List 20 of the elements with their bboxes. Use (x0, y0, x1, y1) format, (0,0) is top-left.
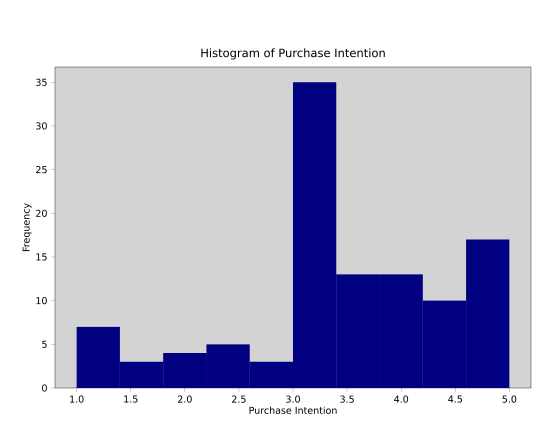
x-tick-label: 1.5 (124, 396, 138, 403)
y-tick-label: 15 (36, 253, 47, 261)
x-tick-label: 2.5 (232, 396, 246, 403)
x-tick-label: 3.5 (340, 396, 354, 403)
y-tick-label: 25 (36, 166, 47, 174)
x-tick-label: 5.0 (502, 396, 516, 403)
x-tick-label: 1.0 (70, 396, 84, 403)
x-tick-label: 2.0 (178, 396, 192, 403)
x-axis-title: Purchase Intention (250, 406, 337, 414)
chart-title: Histogram of Purchase Intention (201, 48, 385, 60)
y-tick-label: 30 (36, 122, 47, 130)
y-tick-label: 10 (36, 297, 47, 304)
y-axis-title: Frequency (22, 203, 32, 252)
x-tick-label: 3.0 (286, 396, 300, 403)
y-tick-label: 35 (36, 78, 47, 86)
y-tick-label: 20 (36, 210, 47, 217)
y-tick-label: 0 (42, 384, 47, 392)
x-tick-label: 4.0 (394, 396, 408, 403)
y-tick-label: 5 (42, 340, 47, 348)
x-tick-label: 4.5 (448, 396, 462, 403)
